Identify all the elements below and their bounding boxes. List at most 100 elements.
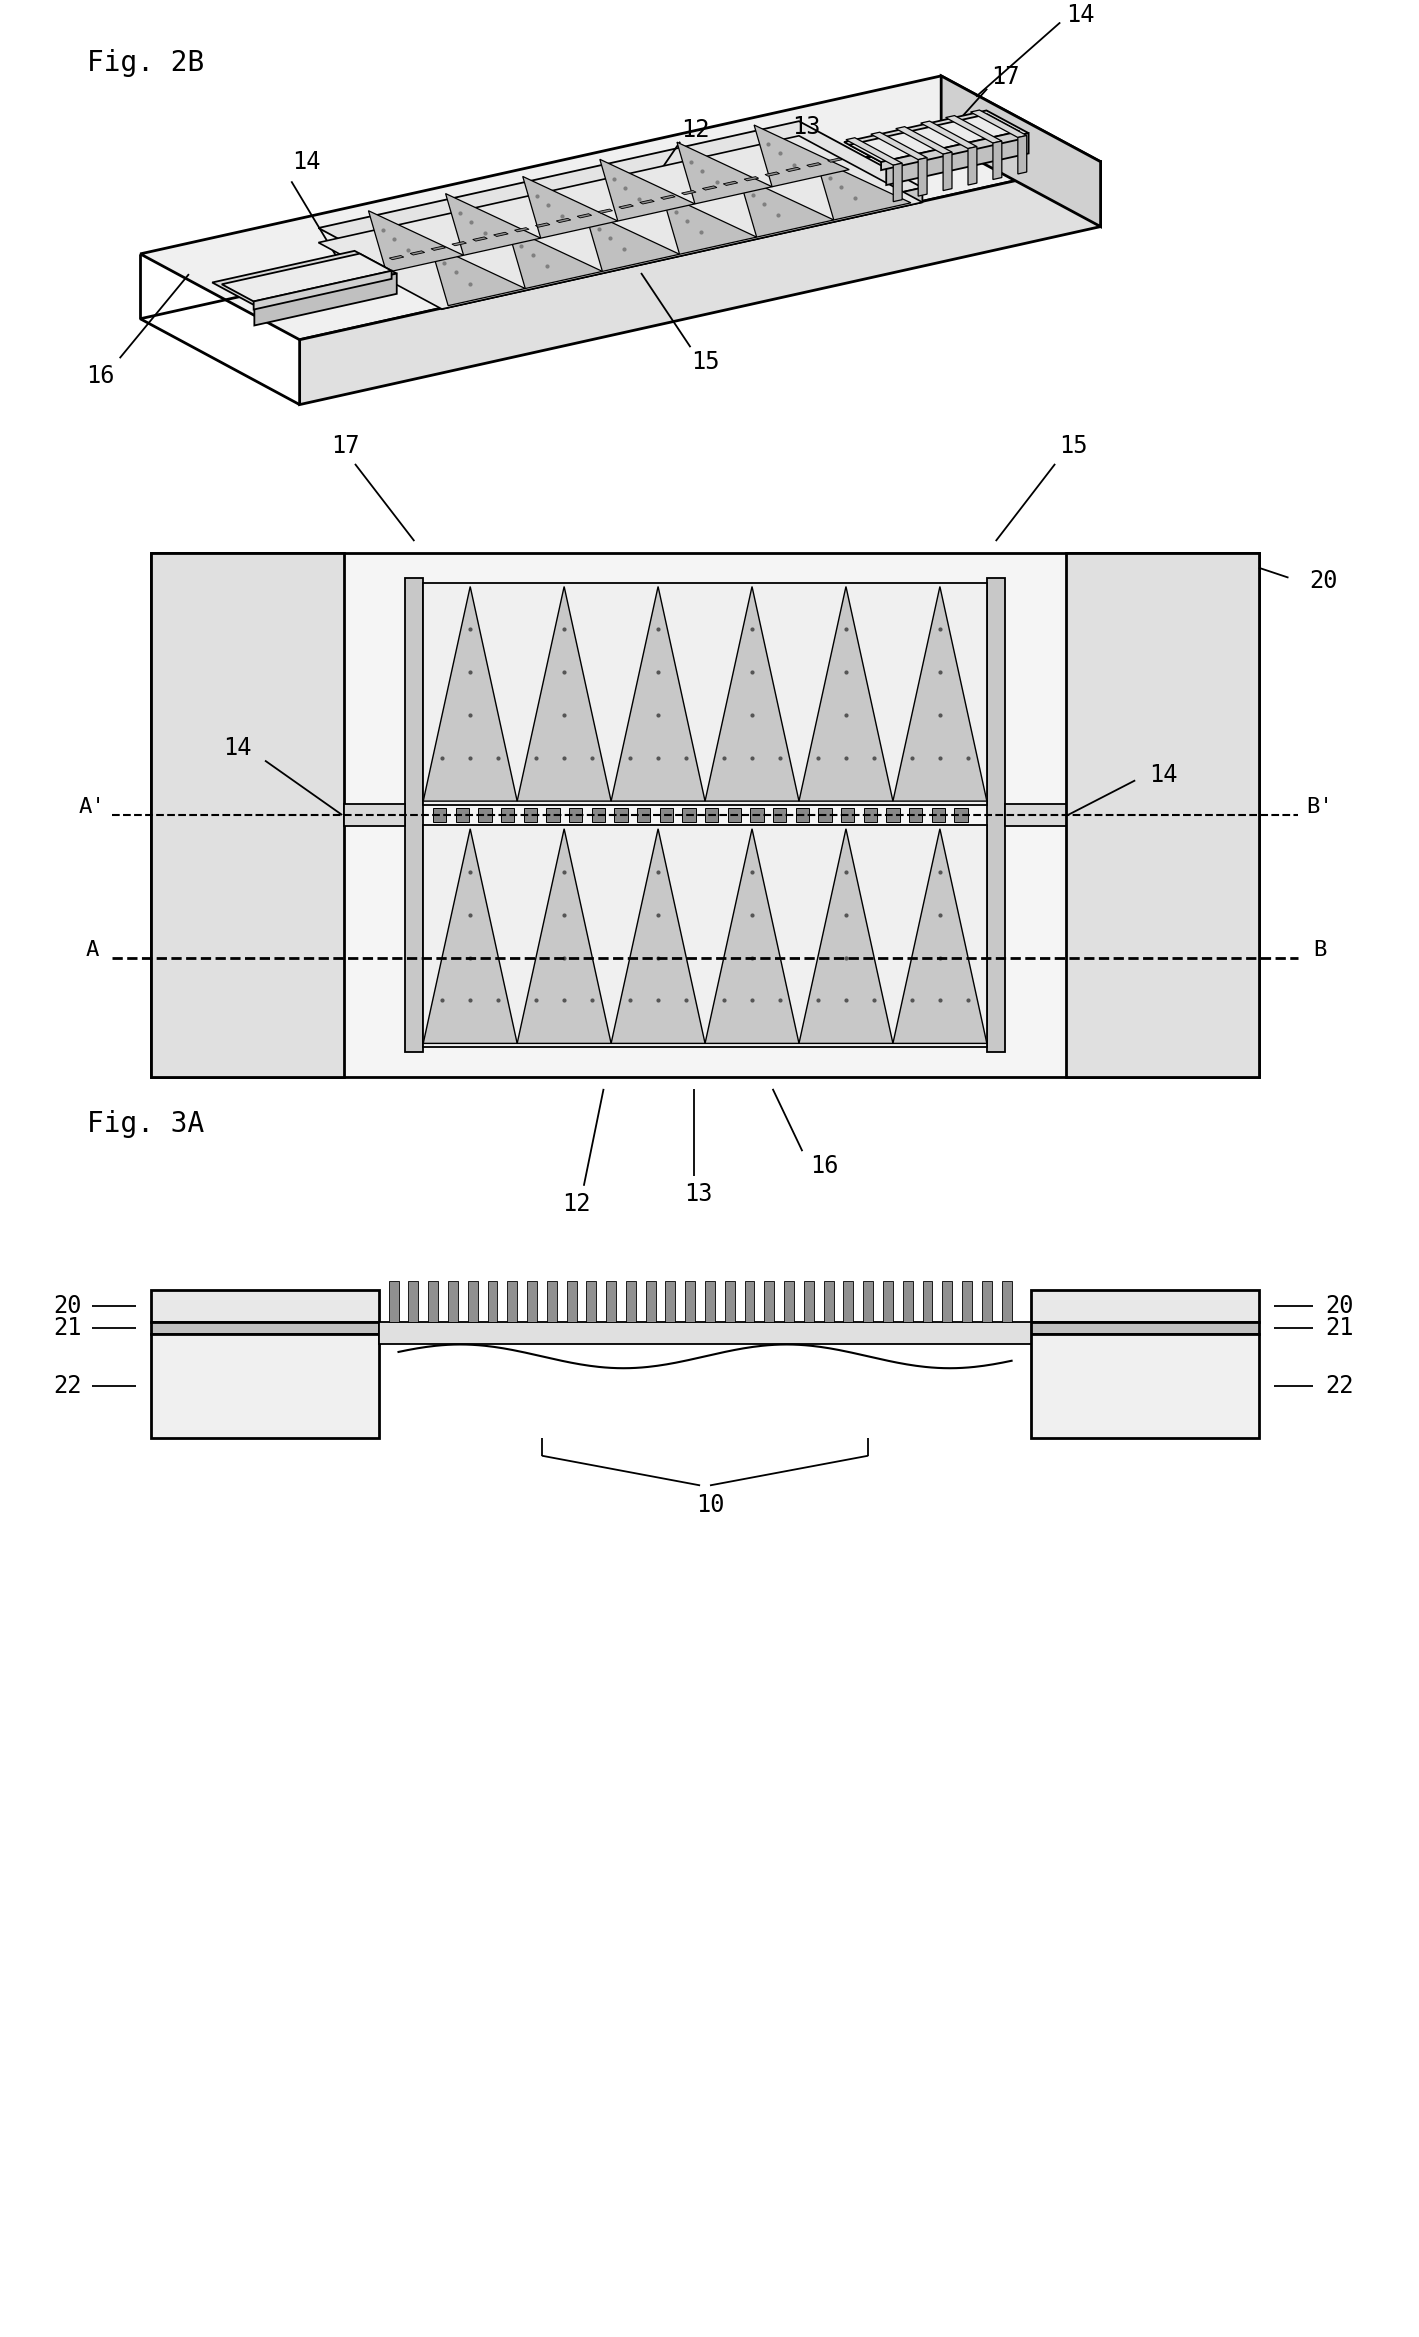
Polygon shape (423, 587, 517, 802)
Text: 16: 16 (85, 365, 114, 388)
Bar (819, 809, 832, 823)
Bar (152, 1334, 379, 1437)
Polygon shape (893, 830, 986, 1042)
Bar (955, 809, 968, 823)
Bar (524, 809, 538, 823)
Polygon shape (799, 830, 893, 1042)
Bar (932, 809, 945, 823)
Text: 14: 14 (1066, 2, 1094, 26)
Bar (666, 1281, 675, 1323)
Bar (805, 1281, 815, 1323)
Polygon shape (893, 164, 902, 201)
Polygon shape (827, 159, 841, 161)
Bar (501, 809, 515, 823)
Polygon shape (318, 122, 922, 294)
Bar (982, 1281, 992, 1323)
Bar (843, 1281, 853, 1323)
Bar (526, 1281, 536, 1323)
Polygon shape (254, 271, 392, 308)
Text: 10: 10 (695, 1493, 724, 1517)
Polygon shape (807, 164, 822, 166)
Bar (1066, 554, 1259, 1077)
Polygon shape (600, 159, 695, 222)
Text: 16: 16 (810, 1154, 839, 1178)
Bar (1005, 804, 1066, 825)
Polygon shape (945, 115, 1002, 143)
Polygon shape (895, 126, 952, 154)
Bar (796, 809, 809, 823)
Bar (887, 809, 900, 823)
Polygon shape (318, 136, 922, 308)
Polygon shape (507, 227, 603, 287)
Bar (592, 809, 604, 823)
Bar (152, 1290, 379, 1323)
Bar (660, 809, 673, 823)
Text: 20: 20 (1308, 568, 1337, 594)
Bar (685, 1281, 695, 1323)
Bar (646, 1281, 656, 1323)
Text: 17: 17 (990, 65, 1019, 89)
Bar (423, 582, 986, 804)
Polygon shape (971, 110, 1027, 138)
Polygon shape (881, 131, 1019, 171)
Bar (883, 1281, 893, 1323)
Bar (345, 804, 406, 825)
Polygon shape (724, 182, 738, 185)
Polygon shape (389, 255, 404, 259)
Text: 13: 13 (792, 115, 822, 138)
Bar (745, 1281, 755, 1323)
Bar (1032, 1323, 1259, 1334)
Polygon shape (871, 133, 927, 159)
Bar (152, 554, 1259, 1077)
Polygon shape (619, 203, 633, 208)
Polygon shape (816, 159, 911, 220)
Bar (902, 1281, 912, 1323)
Polygon shape (739, 175, 834, 236)
Polygon shape (535, 222, 551, 227)
Bar (683, 809, 695, 823)
Bar (152, 1323, 379, 1334)
Polygon shape (944, 152, 952, 192)
Polygon shape (968, 147, 976, 185)
Text: 21: 21 (53, 1316, 81, 1339)
Text: 22: 22 (1325, 1374, 1354, 1398)
Polygon shape (702, 187, 717, 189)
Text: Fig. 3A: Fig. 3A (87, 1110, 204, 1138)
Polygon shape (893, 587, 986, 802)
Text: 15: 15 (691, 351, 719, 374)
Polygon shape (844, 110, 1029, 166)
Text: B: B (1314, 939, 1327, 961)
Polygon shape (887, 133, 1029, 185)
Bar (614, 809, 627, 823)
Polygon shape (661, 192, 756, 255)
Polygon shape (140, 75, 1101, 339)
Bar (637, 809, 650, 823)
Polygon shape (556, 217, 570, 222)
Polygon shape (661, 196, 675, 199)
Polygon shape (918, 157, 927, 196)
Polygon shape (1017, 136, 1027, 173)
Bar (379, 1323, 1032, 1344)
Polygon shape (640, 199, 654, 203)
Text: 22: 22 (53, 1374, 81, 1398)
Bar (910, 809, 922, 823)
Polygon shape (522, 175, 617, 238)
Bar (478, 809, 492, 823)
Polygon shape (597, 208, 613, 213)
Polygon shape (744, 178, 759, 180)
Text: 12: 12 (681, 117, 710, 143)
Polygon shape (849, 115, 1019, 161)
Text: A': A' (78, 797, 105, 818)
Bar (626, 1281, 636, 1323)
Text: 14: 14 (223, 736, 251, 760)
Bar (823, 1281, 833, 1323)
Polygon shape (753, 124, 849, 187)
Polygon shape (515, 227, 529, 231)
Bar (765, 1281, 775, 1323)
Bar (1002, 1281, 1012, 1323)
Bar (507, 1281, 517, 1323)
Bar (922, 1281, 932, 1323)
Text: 14: 14 (292, 150, 321, 173)
Polygon shape (213, 250, 397, 306)
Polygon shape (451, 241, 467, 245)
